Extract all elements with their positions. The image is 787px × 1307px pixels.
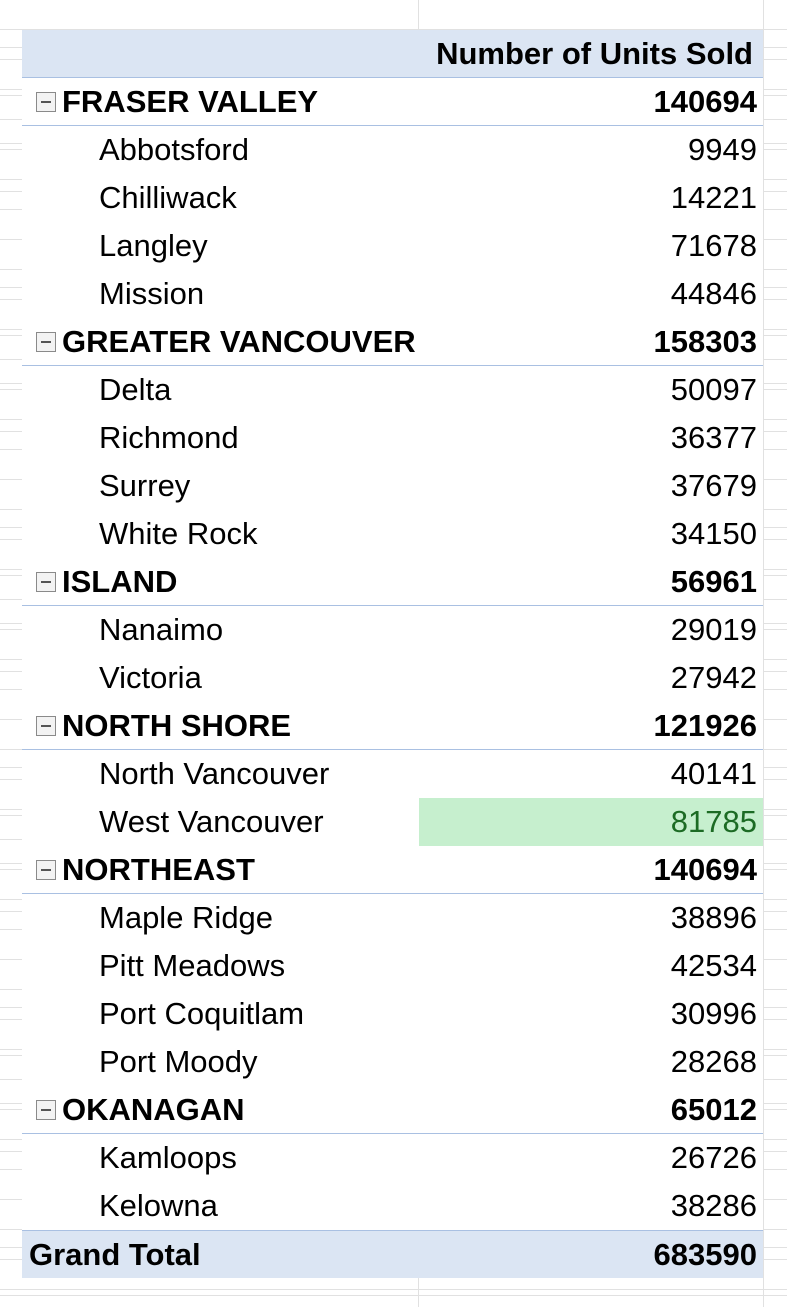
region-label: GREATER VANCOUVER: [62, 323, 416, 359]
city-label: Mission: [99, 276, 205, 311]
city-value: 27942: [670, 660, 757, 695]
region-label: OKANAGAN: [62, 1091, 245, 1127]
region-row-greater-vancouver[interactable]: GREATER VANCOUVER 158303: [22, 318, 763, 366]
city-value: 14221: [670, 180, 757, 215]
city-label: Victoria: [99, 660, 202, 695]
region-row-island[interactable]: ISLAND 56961: [22, 558, 763, 606]
city-label: Port Coquitlam: [99, 996, 305, 1031]
minus-box-icon[interactable]: [36, 91, 56, 112]
city-row[interactable]: Richmond 36377: [22, 414, 763, 462]
grand-total-row[interactable]: Grand Total 683590: [22, 1230, 763, 1278]
city-value: 29019: [670, 612, 757, 647]
city-label: Port Moody: [99, 1044, 258, 1079]
pivot-table: Number of Units Sold FRASER VALLEY 14069…: [22, 30, 763, 1278]
pivot-header-row[interactable]: Number of Units Sold: [22, 30, 763, 78]
city-value: 37679: [670, 468, 757, 503]
city-value: 28268: [670, 1044, 757, 1079]
city-row[interactable]: North Vancouver 40141: [22, 750, 763, 798]
region-row-northeast[interactable]: NORTHEAST 140694: [22, 846, 763, 894]
city-row[interactable]: Nanaimo 29019: [22, 606, 763, 654]
city-label: West Vancouver: [99, 804, 324, 839]
city-label: Richmond: [99, 420, 239, 455]
city-value: 26726: [670, 1140, 757, 1175]
city-label: Maple Ridge: [99, 900, 274, 935]
city-label: Kamloops: [99, 1140, 237, 1175]
city-row[interactable]: Delta 50097: [22, 366, 763, 414]
city-row[interactable]: White Rock 34150: [22, 510, 763, 558]
highlighted-cell[interactable]: [419, 798, 763, 846]
city-label: Abbotsford: [99, 132, 249, 167]
city-label: Pitt Meadows: [99, 948, 286, 983]
city-row-selected[interactable]: West Vancouver 81785: [22, 798, 763, 846]
city-label: White Rock: [99, 516, 258, 551]
minus-box-icon[interactable]: [36, 715, 56, 736]
region-row-fraser-valley[interactable]: FRASER VALLEY 140694: [22, 78, 763, 126]
city-row[interactable]: Mission 44846: [22, 270, 763, 318]
city-value: 38896: [670, 900, 757, 935]
city-value: 50097: [670, 372, 757, 407]
city-row[interactable]: Abbotsford 9949: [22, 126, 763, 174]
region-row-okanagan[interactable]: OKANAGAN 65012: [22, 1086, 763, 1134]
minus-box-icon[interactable]: [36, 331, 56, 352]
city-row[interactable]: Kamloops 26726: [22, 1134, 763, 1182]
city-label: Surrey: [99, 468, 191, 503]
city-value: 36377: [670, 420, 757, 455]
region-row-north-shore[interactable]: NORTH SHORE 121926: [22, 702, 763, 750]
column-header-units-sold[interactable]: Number of Units Sold: [436, 35, 753, 71]
region-label: NORTHEAST: [62, 851, 255, 887]
city-row[interactable]: Surrey 37679: [22, 462, 763, 510]
city-row[interactable]: Port Coquitlam 30996: [22, 990, 763, 1038]
city-value: 9949: [688, 132, 757, 167]
region-total: 158303: [653, 323, 757, 359]
city-row[interactable]: Victoria 27942: [22, 654, 763, 702]
city-row[interactable]: Pitt Meadows 42534: [22, 942, 763, 990]
region-label: FRASER VALLEY: [62, 83, 319, 119]
region-label: ISLAND: [62, 563, 178, 599]
region-total: 65012: [670, 1091, 757, 1127]
region-total: 121926: [653, 707, 757, 743]
city-value: 34150: [670, 516, 757, 551]
city-value: 44846: [670, 276, 757, 311]
minus-box-icon[interactable]: [36, 571, 56, 592]
grand-total-value: 683590: [653, 1236, 757, 1272]
region-total: 140694: [653, 851, 757, 887]
city-label: North Vancouver: [99, 756, 330, 791]
city-label: Chilliwack: [99, 180, 237, 215]
city-value: 40141: [670, 756, 757, 791]
city-row[interactable]: Maple Ridge 38896: [22, 894, 763, 942]
city-value-highlighted: 81785: [670, 804, 757, 839]
region-label: NORTH SHORE: [62, 707, 292, 743]
region-total: 56961: [670, 563, 757, 599]
city-value: 38286: [670, 1188, 757, 1223]
city-row[interactable]: Chilliwack 14221: [22, 174, 763, 222]
city-label: Nanaimo: [99, 612, 224, 647]
city-row[interactable]: Kelowna 38286: [22, 1182, 763, 1230]
grand-total-label: Grand Total: [29, 1236, 201, 1272]
region-total: 140694: [653, 83, 757, 119]
city-row[interactable]: Port Moody 28268: [22, 1038, 763, 1086]
minus-box-icon[interactable]: [36, 859, 56, 880]
city-value: 71678: [670, 228, 757, 263]
city-label: Delta: [99, 372, 172, 407]
city-row[interactable]: Langley 71678: [22, 222, 763, 270]
city-value: 42534: [670, 948, 757, 983]
minus-box-icon[interactable]: [36, 1099, 56, 1120]
city-label: Langley: [99, 228, 208, 263]
city-value: 30996: [670, 996, 757, 1031]
city-label: Kelowna: [99, 1188, 218, 1223]
